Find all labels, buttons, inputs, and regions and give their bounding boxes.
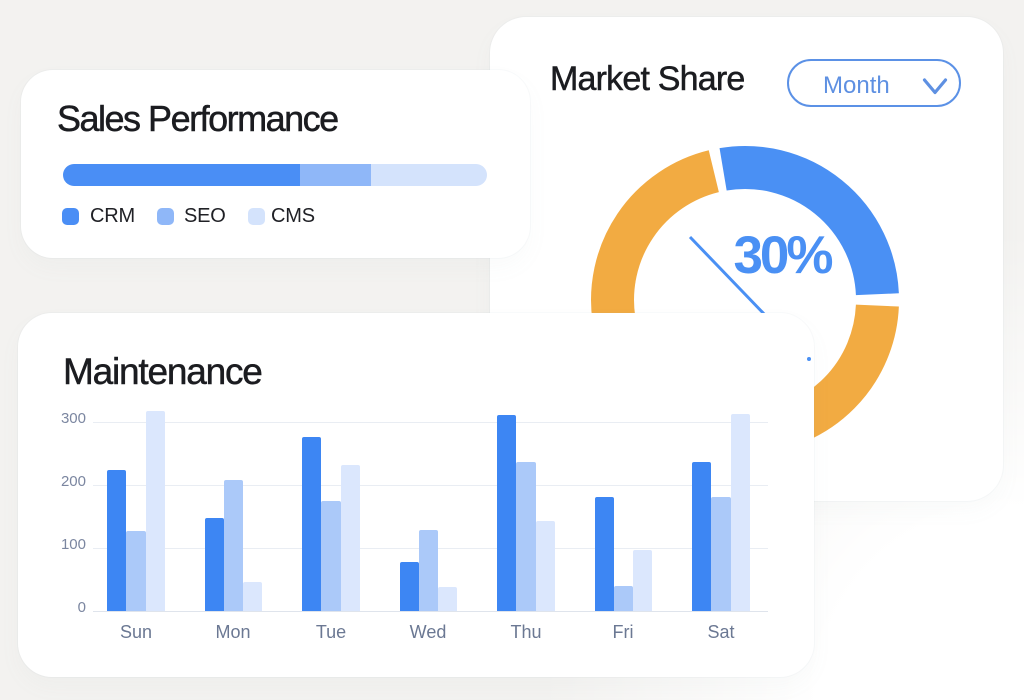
svg-text:30%: 30% [733, 226, 832, 285]
